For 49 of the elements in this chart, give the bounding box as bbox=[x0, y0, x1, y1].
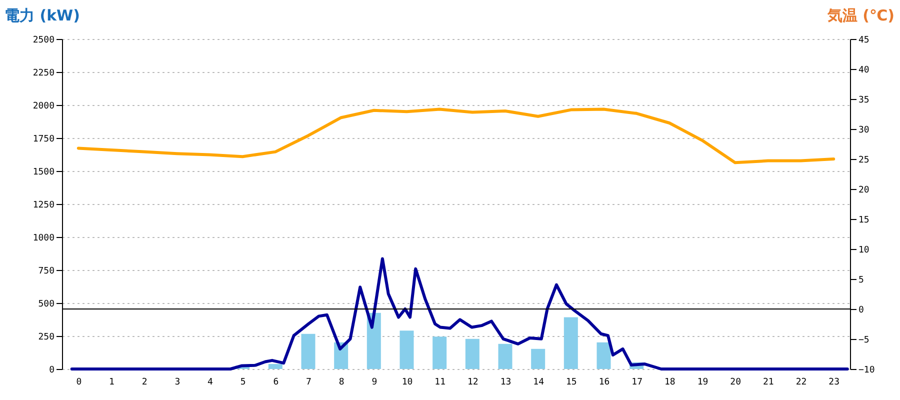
x-tick-label: 5 bbox=[240, 378, 246, 388]
y2-axis-title: 気温 (℃) bbox=[826, 6, 894, 24]
y-tick-label: 250 bbox=[38, 332, 54, 342]
y2-tick-label: 15 bbox=[858, 216, 870, 226]
y-tick-label: 2500 bbox=[32, 36, 54, 46]
x-tick-label: 13 bbox=[500, 378, 512, 388]
y-axis-title: 電力 (kW) bbox=[4, 6, 80, 24]
y2-tick-label: 25 bbox=[858, 156, 870, 166]
y-tick-label: 2250 bbox=[32, 68, 54, 78]
x-tick-label: 17 bbox=[632, 378, 643, 388]
x-tick-label: 8 bbox=[338, 378, 344, 388]
x-tick-label: 19 bbox=[697, 378, 708, 388]
y2-tick-label: −10 bbox=[858, 366, 875, 376]
x-tick-label: 4 bbox=[208, 378, 213, 388]
x-tick-label: 21 bbox=[762, 378, 774, 388]
y-tick-label: 0 bbox=[49, 366, 54, 376]
x-tick-label: 7 bbox=[306, 378, 312, 388]
x-tick-label: 3 bbox=[174, 378, 180, 388]
y2-tick-label: 35 bbox=[858, 96, 870, 106]
x-tick-label: 2 bbox=[142, 378, 148, 388]
y-tick-label: 1500 bbox=[32, 168, 54, 178]
y2-tick-label: −5 bbox=[858, 336, 870, 346]
x-tick-label: 0 bbox=[76, 378, 82, 388]
y-tick-label: 750 bbox=[38, 266, 54, 276]
x-tick-label: 9 bbox=[372, 378, 378, 388]
y2-tick-label: 40 bbox=[858, 66, 870, 76]
x-tick-label: 22 bbox=[796, 378, 807, 388]
x-tick-label: 20 bbox=[730, 378, 742, 388]
x-tick-label: 6 bbox=[273, 378, 279, 388]
y2-tick-label: 20 bbox=[858, 186, 870, 196]
x-tick-label: 12 bbox=[467, 378, 478, 388]
y-tick-label: 1000 bbox=[32, 234, 54, 244]
y2-tick-label: 10 bbox=[858, 246, 870, 256]
y-tick-label: 1250 bbox=[32, 200, 54, 210]
y-tick-label: 2000 bbox=[32, 102, 54, 112]
x-tick-label: 14 bbox=[533, 378, 544, 388]
x-tick-label: 1 bbox=[109, 378, 114, 388]
y2-tick-label: 45 bbox=[858, 36, 870, 46]
x-tick-label: 18 bbox=[664, 378, 676, 388]
y-tick-label: 500 bbox=[38, 300, 54, 310]
x-tick-label: 10 bbox=[402, 378, 413, 388]
x-tick-label: 16 bbox=[598, 378, 610, 388]
x-tick-label: 23 bbox=[828, 378, 840, 388]
y-tick-label: 1750 bbox=[32, 134, 54, 144]
y2-tick-label: 30 bbox=[858, 126, 870, 136]
x-tick-label: 15 bbox=[566, 378, 577, 388]
y2-tick-label: 5 bbox=[858, 276, 864, 286]
x-tick-label: 11 bbox=[434, 378, 446, 388]
y2-tick-label: 0 bbox=[858, 306, 864, 316]
